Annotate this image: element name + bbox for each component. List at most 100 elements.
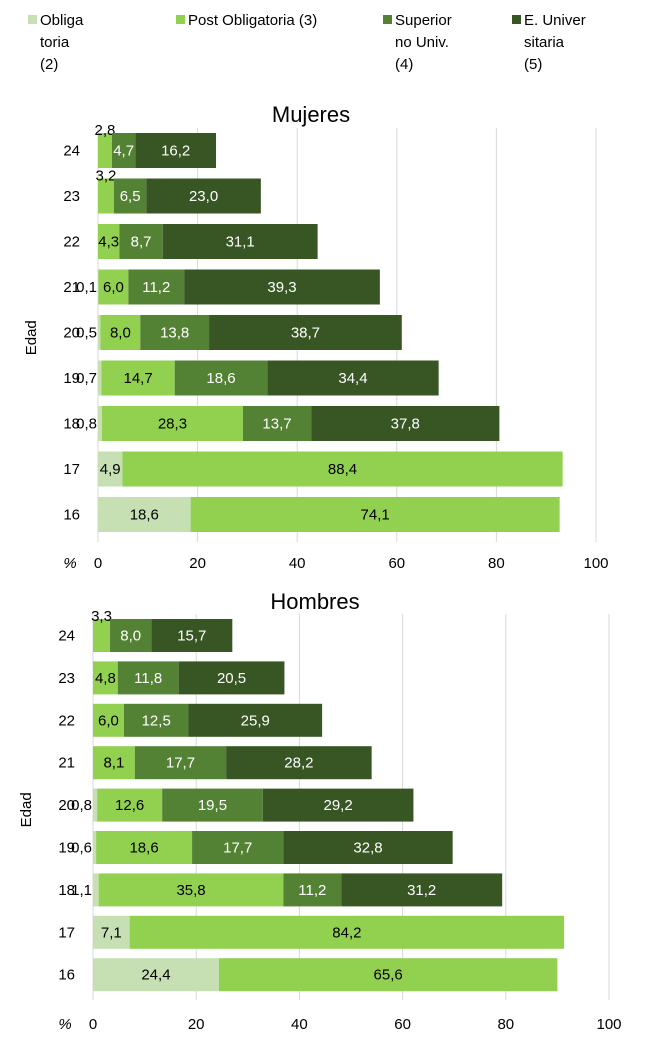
bar-e-univer-sitaria-5 [311,406,500,441]
y-tick-label: 19 [58,840,75,857]
legend-swatch [28,15,37,24]
data-label-post-obligatoria-3: 8,1 [103,755,124,772]
data-label-obliga-toria-2: 18,6 [130,507,159,524]
data-label-e-univer-sitaria-5: 34,4 [338,370,367,387]
legend-swatch [383,15,392,24]
data-label-superior-no-univ-4: 11,2 [142,279,170,296]
y-tick-label: 16 [58,967,75,984]
bar-superior-no-univ-4 [242,406,312,441]
bar-e-univer-sitaria-5 [146,178,261,214]
data-label-post-obligatoria-3: 35,8 [176,882,205,899]
bar-obliga-toria-2 [98,497,191,532]
data-label-e-univer-sitaria-5: 37,8 [391,416,420,433]
bar-superior-no-univ-4 [162,788,263,822]
data-label-post-obligatoria-3: 14,7 [123,370,152,387]
bar-obliga-toria-2 [93,788,98,822]
data-label-post-obligatoria-3: 6,0 [98,712,119,729]
bar-superior-no-univ-4 [110,619,152,652]
data-label-superior-no-univ-4: 4,7 [113,143,134,160]
data-label-post-obligatoria-3: 28,3 [158,416,187,433]
y-tick-label: 23 [58,670,75,687]
data-label-e-univer-sitaria-5: 39,3 [267,279,296,296]
x-tick-label: 100 [583,555,608,572]
bar-post-obligatoria-3 [190,497,560,532]
y-tick-label: 24 [63,143,80,160]
legend-label: Post Obligatoria (3) [188,12,318,29]
data-label-superior-no-univ-4: 12,5 [142,712,171,729]
y-tick-label: 21 [58,755,75,772]
y-tick-label: 18 [63,416,80,433]
data-label-superior-no-univ-4: 18,6 [206,370,235,387]
bar-post-obligatoria-3 [98,178,114,214]
y-tick-label: 21 [63,279,80,296]
legend-label: Superior no Univ. (4) [395,12,452,73]
y-tick-label: 20 [58,797,75,814]
bar-obliga-toria-2 [93,915,130,949]
data-label-post-obligatoria-3: 3,3 [91,608,112,625]
data-label-e-univer-sitaria-5: 31,1 [226,234,255,251]
data-label-post-obligatoria-3: 6,0 [103,279,124,296]
bar-obliga-toria-2 [93,958,219,992]
y-tick-label: 23 [63,188,80,205]
bar-e-univer-sitaria-5 [267,360,439,396]
legend-label: E. Univer sitaria (5) [524,12,586,73]
bar-e-univer-sitaria-5 [283,831,453,864]
y-axis-label: Edad [18,792,35,827]
data-label-post-obligatoria-3: 74,1 [361,507,390,524]
data-label-e-univer-sitaria-5: 31,2 [407,882,436,899]
data-label-superior-no-univ-4: 6,5 [120,188,141,205]
bar-obliga-toria-2 [98,269,99,305]
data-label-post-obligatoria-3: 18,6 [129,840,158,857]
bar-obliga-toria-2 [98,315,101,350]
legend-item-obligatoria: Obliga toria (2) [28,10,83,76]
bar-e-univer-sitaria-5 [341,873,503,907]
bar-superior-no-univ-4 [113,178,147,214]
data-label-superior-no-univ-4: 11,8 [134,670,162,687]
bar-superior-no-univ-4 [134,746,227,780]
bar-post-obligatoria-3 [93,661,118,695]
data-label-post-obligatoria-3: 65,6 [374,967,403,984]
data-label-obliga-toria-2: 1,1 [71,882,92,899]
bar-obliga-toria-2 [98,451,123,487]
bar-superior-no-univ-4 [119,224,163,259]
chart-mujeres: 0 20 40 60 80 100 Mujeres% Edad 24 2,8 4,7 16,2 23 3,… [23,102,609,572]
x-tick-label: 80 [488,555,505,572]
legend-label: Obliga toria (2) [40,12,84,73]
data-label-obliga-toria-2: 0,6 [71,840,92,857]
data-label-post-obligatoria-3: 4,8 [95,670,116,687]
bar-e-univer-sitaria-5 [178,661,285,695]
y-tick-label: 19 [63,370,80,387]
data-label-obliga-toria-2: 24,4 [141,967,170,984]
bar-post-obligatoria-3 [98,133,112,168]
data-label-superior-no-univ-4: 17,7 [223,840,252,857]
bar-post-obligatoria-3 [101,406,243,441]
x-tick-label: 40 [291,1016,308,1033]
y-tick-label: 22 [58,712,75,729]
legend-item-post-obligatoria: Post Obligatoria (3) [176,10,317,32]
bar-e-univer-sitaria-5 [162,224,318,259]
y-tick-label: 16 [63,507,80,524]
data-label-e-univer-sitaria-5: 38,7 [291,325,320,342]
legend-swatch [512,15,521,24]
chart-legend: Obliga toria (2) Post Obligatoria (3) Su… [0,0,649,80]
bar-post-obligatoria-3 [96,831,193,864]
data-label-e-univer-sitaria-5: 20,5 [217,670,246,687]
data-label-superior-no-univ-4: 11,2 [298,882,326,899]
bar-obliga-toria-2 [98,406,102,441]
data-label-superior-no-univ-4: 13,7 [262,416,291,433]
data-label-e-univer-sitaria-5: 16,2 [161,143,190,160]
data-label-e-univer-sitaria-5: 23,0 [189,188,218,205]
y-tick-label: 17 [63,461,80,478]
y-tick-label: 17 [58,924,75,941]
data-label-obliga-toria-2: 0,5 [76,325,97,342]
data-label-post-obligatoria-3: 4,3 [98,234,119,251]
bar-post-obligatoria-3 [98,873,284,907]
chart-title: Mujeres [272,102,350,127]
data-label-post-obligatoria-3: 12,6 [115,797,144,814]
y-tick-label: 22 [63,234,80,251]
data-label-obliga-toria-2: 4,9 [100,461,121,478]
bar-e-univer-sitaria-5 [184,269,380,305]
bar-superior-no-univ-4 [174,360,268,396]
data-label-e-univer-sitaria-5: 15,7 [177,628,206,645]
bar-e-univer-sitaria-5 [209,315,402,350]
